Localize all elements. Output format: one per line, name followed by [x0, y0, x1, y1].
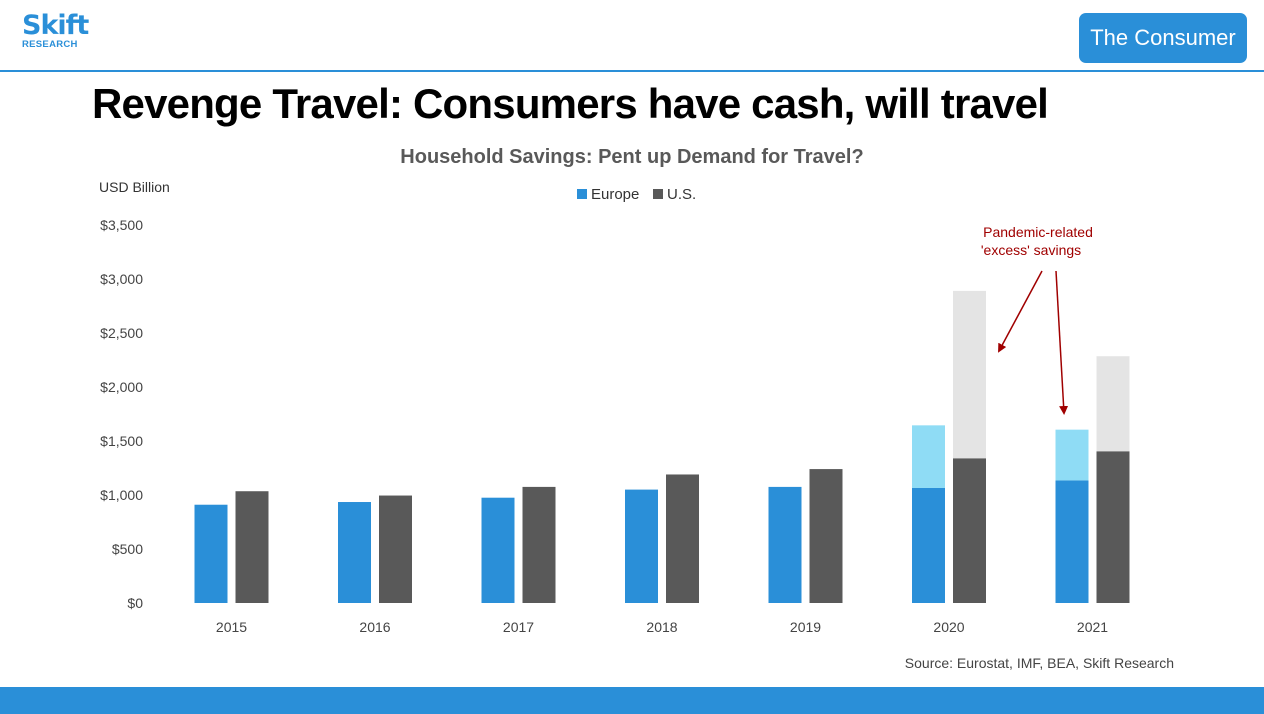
bar-europe-2017	[481, 497, 515, 603]
chart-legend: Europe U.S.	[577, 186, 696, 203]
annotation-line-1: Pandemic-related	[983, 224, 1093, 240]
annotation-arrow-2021	[1055, 270, 1069, 415]
x-tick-label: 2018	[646, 619, 677, 635]
x-tick-label: 2020	[933, 619, 964, 635]
annotation-line-2: 'excess' savings	[981, 242, 1081, 258]
y-axis-label: USD Billion	[99, 179, 170, 195]
bar-us-2015	[235, 491, 269, 603]
household-savings-chart: Household Savings: Pent up Demand for Tr…	[99, 146, 1174, 671]
x-tick-label: 2016	[359, 619, 390, 635]
bar-europe-excess-2020	[912, 425, 945, 488]
bar-us-2016	[379, 495, 412, 603]
legend-swatch-europe	[577, 189, 587, 199]
y-tick-label: $1,500	[100, 433, 143, 449]
x-tick-label: 2017	[503, 619, 534, 635]
bar-europe-2020	[912, 487, 945, 603]
header-divider	[0, 70, 1264, 72]
y-tick-label: $3,000	[100, 271, 143, 287]
bar-us-excess-2021	[1096, 356, 1130, 452]
slide-title: Revenge Travel: Consumers have cash, wil…	[92, 80, 1049, 127]
bar-europe-2015	[194, 504, 228, 603]
bar-us-2019	[809, 469, 843, 603]
skift-research-logo: Skift RESEARCH	[22, 10, 89, 50]
bar-europe-2019	[768, 486, 802, 603]
y-tick-label: $500	[112, 541, 143, 557]
y-tick-label: $0	[127, 595, 143, 611]
footer-bar	[0, 687, 1264, 714]
bars	[194, 290, 1130, 603]
bar-us-2020	[953, 458, 986, 603]
x-tick-label: 2021	[1077, 619, 1108, 635]
x-axis-ticks: 2015 2016 2017 2018 2019 2020 2021	[216, 619, 1108, 635]
y-tick-label: $2,500	[100, 325, 143, 341]
excess-savings-annotation: Pandemic-related 'excess' savings	[981, 224, 1093, 415]
logo-wordmark: Skift	[22, 10, 89, 41]
the-consumer-button[interactable]: The Consumer	[1079, 13, 1247, 63]
bar-europe-excess-2021	[1055, 429, 1089, 481]
legend-swatch-us	[653, 189, 663, 199]
annotation-arrow-2020	[998, 270, 1043, 353]
bar-europe-2018	[625, 489, 658, 603]
bar-europe-2016	[338, 502, 371, 603]
y-tick-label: $2,000	[100, 379, 143, 395]
bar-us-2018	[666, 474, 699, 603]
chart-title: Household Savings: Pent up Demand for Tr…	[400, 146, 863, 168]
y-tick-label: $1,000	[100, 487, 143, 503]
y-tick-label: $3,500	[100, 217, 143, 233]
x-tick-label: 2019	[790, 619, 821, 635]
bar-us-2021	[1096, 451, 1130, 603]
legend-label-europe: Europe	[591, 186, 639, 203]
bar-us-excess-2020	[953, 290, 986, 459]
bar-europe-2021	[1055, 480, 1089, 603]
x-tick-label: 2015	[216, 619, 247, 635]
logo-subtitle: RESEARCH	[22, 39, 78, 50]
y-axis-ticks: $0 $500 $1,000 $1,500 $2,000 $2,500 $3,000 $3,5…	[100, 217, 143, 611]
bar-us-2017	[522, 486, 556, 603]
source-note: Source: Eurostat, IMF, BEA, Skift Resear…	[905, 655, 1174, 671]
legend-label-us: U.S.	[667, 186, 696, 203]
